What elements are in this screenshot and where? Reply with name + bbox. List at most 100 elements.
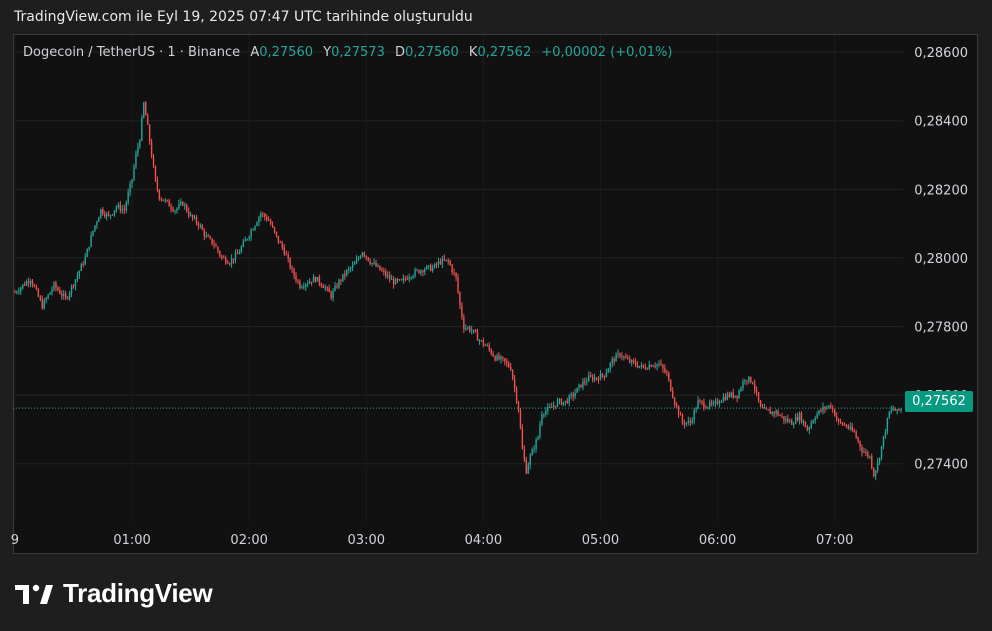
candle xyxy=(853,428,855,433)
candle xyxy=(205,231,207,239)
candle xyxy=(303,282,305,290)
candle xyxy=(365,255,367,261)
candle xyxy=(652,364,654,368)
high-label: Y xyxy=(323,45,332,60)
candle xyxy=(541,411,543,427)
candle xyxy=(234,249,237,264)
candle xyxy=(554,405,557,409)
candle xyxy=(865,448,867,457)
candle xyxy=(201,223,204,231)
candle xyxy=(562,401,565,407)
candle xyxy=(428,264,430,270)
low-value: 0,27560 xyxy=(405,45,459,60)
candle xyxy=(738,389,740,399)
y-tick-label: 0,27400 xyxy=(914,458,968,473)
candle xyxy=(244,236,246,242)
candle xyxy=(527,462,529,474)
candle xyxy=(615,352,617,362)
candle xyxy=(666,369,668,377)
candle xyxy=(267,216,270,221)
candle xyxy=(496,353,498,362)
candle xyxy=(773,410,775,418)
candle xyxy=(168,198,170,207)
candle xyxy=(736,395,738,403)
brand-logo[interactable]: TradingView xyxy=(15,578,213,609)
candle xyxy=(16,290,18,295)
candle xyxy=(656,363,658,371)
candle xyxy=(330,290,332,301)
candle xyxy=(871,453,873,470)
candle xyxy=(469,325,471,333)
candle xyxy=(199,223,202,229)
candle xyxy=(707,406,709,410)
candle xyxy=(752,381,754,385)
candle xyxy=(800,411,803,424)
candle xyxy=(20,286,22,295)
candle xyxy=(197,221,200,230)
candle xyxy=(718,399,721,408)
candle xyxy=(808,426,811,435)
tradingview-logo-icon xyxy=(15,584,53,604)
candle xyxy=(82,260,84,268)
candle xyxy=(709,399,711,410)
candle xyxy=(670,379,672,392)
candle xyxy=(107,210,110,217)
candle xyxy=(826,405,828,411)
candle xyxy=(550,402,553,408)
candle xyxy=(828,405,830,409)
candle xyxy=(219,250,221,258)
candle xyxy=(886,417,889,435)
candle xyxy=(457,273,459,295)
candle xyxy=(502,356,504,362)
candle xyxy=(80,262,83,272)
candle xyxy=(273,226,276,234)
candle xyxy=(295,272,297,284)
candle xyxy=(207,233,209,238)
candle xyxy=(794,413,797,425)
candle xyxy=(543,413,545,419)
candle xyxy=(746,380,748,386)
candle xyxy=(451,263,453,276)
x-tick-label: 9 xyxy=(11,533,19,548)
candle xyxy=(392,276,395,289)
candle xyxy=(531,447,533,456)
candle xyxy=(876,457,879,473)
candle xyxy=(445,259,447,262)
candle xyxy=(734,395,736,399)
candle xyxy=(102,207,104,216)
candle xyxy=(556,397,559,408)
candle xyxy=(68,291,71,302)
candle xyxy=(898,408,900,412)
candle xyxy=(336,282,338,289)
candle xyxy=(226,259,229,265)
candle xyxy=(720,399,723,403)
candle xyxy=(529,453,531,470)
candle xyxy=(447,258,449,265)
candle xyxy=(642,364,645,369)
candle xyxy=(662,363,664,373)
candle xyxy=(570,391,572,400)
candle xyxy=(324,284,326,291)
candle xyxy=(537,435,539,441)
candle xyxy=(787,414,789,424)
candle xyxy=(111,213,114,216)
y-tick-label: 0,28000 xyxy=(914,252,968,267)
candle xyxy=(240,245,243,254)
candle xyxy=(896,409,898,415)
candle xyxy=(328,284,330,293)
candle xyxy=(187,207,190,219)
candle xyxy=(131,179,133,189)
candle xyxy=(396,277,399,284)
candle xyxy=(307,280,309,288)
candle xyxy=(845,423,848,429)
candle xyxy=(281,240,284,251)
candle xyxy=(494,355,496,362)
candle xyxy=(605,368,608,378)
candle xyxy=(769,406,771,414)
candle xyxy=(511,369,514,381)
close-value: 0,27562 xyxy=(477,45,532,60)
candle xyxy=(767,409,770,411)
candle xyxy=(45,296,47,304)
candle xyxy=(150,138,153,159)
